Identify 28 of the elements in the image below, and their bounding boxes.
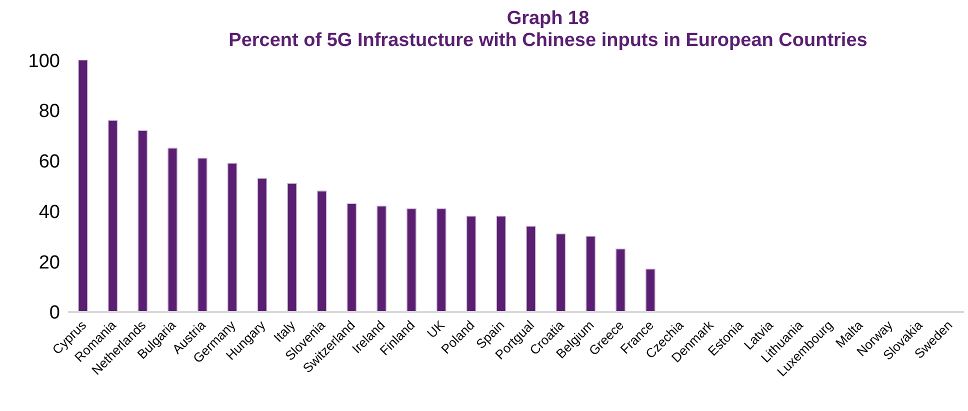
y-tick-label: 0 — [49, 302, 60, 324]
bar — [496, 216, 506, 312]
bar — [556, 233, 566, 312]
bar — [526, 226, 536, 312]
bar — [198, 158, 208, 312]
y-tick-label: 20 — [38, 252, 60, 274]
bar — [406, 208, 416, 312]
y-tick-label: 60 — [38, 152, 60, 173]
bar — [586, 236, 596, 312]
bar — [346, 203, 357, 312]
bar — [616, 248, 626, 312]
chart-subtitle: Percent of 5G Infrastucture with Chinese inputs in European Countries — [228, 30, 868, 52]
bar — [78, 60, 88, 312]
bar — [108, 120, 118, 312]
bar — [227, 162, 238, 312]
bar — [376, 206, 387, 312]
y-tick-label: 80 — [38, 101, 60, 122]
bar — [257, 178, 268, 312]
bar — [436, 208, 446, 312]
y-tick-label: 40 — [38, 202, 60, 223]
bar — [138, 130, 148, 312]
chart-title: Graph 18 — [506, 8, 590, 30]
y-tick-label: 100 — [28, 50, 60, 72]
bar — [466, 216, 476, 312]
bar — [316, 190, 327, 312]
bar — [168, 148, 178, 312]
bar — [646, 268, 656, 312]
bar — [287, 183, 297, 312]
